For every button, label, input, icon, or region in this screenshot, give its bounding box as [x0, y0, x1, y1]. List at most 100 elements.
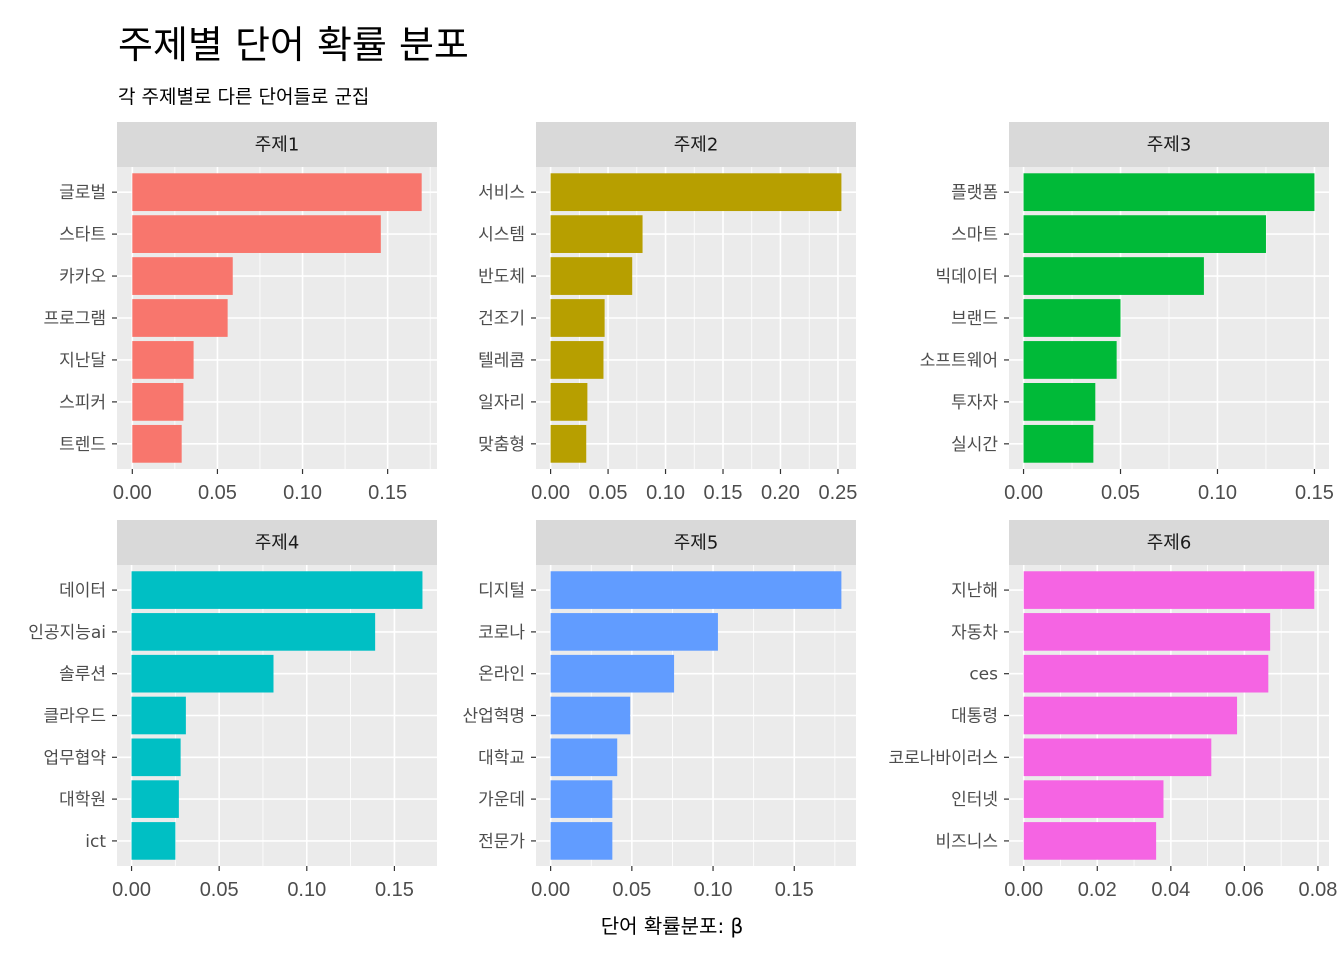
bar — [131, 654, 274, 693]
bar — [550, 822, 613, 860]
x-tick-label: 0.00 — [1004, 879, 1043, 901]
y-tick-label: 트렌드 — [59, 435, 106, 455]
y-tick-label: 소프트웨어 — [920, 351, 998, 371]
facet-strip-label: 주제3 — [1147, 135, 1192, 156]
bar — [550, 738, 618, 777]
facet-strip-label: 주제1 — [255, 135, 300, 156]
y-tick-label: 가운데 — [478, 790, 525, 810]
facet-strip — [1009, 520, 1329, 565]
y-tick-label: 시스템 — [478, 225, 525, 245]
y-tick-label: 코로나바이러스 — [889, 748, 998, 768]
y-tick-label: 플랫폼 — [951, 183, 998, 203]
y-tick-label: 대통령 — [951, 707, 998, 727]
y-tick-label: ces — [969, 665, 998, 685]
x-tick-label: 0.05 — [589, 482, 628, 504]
y-tick-label: 브랜드 — [951, 309, 998, 329]
y-tick-label: 스타트 — [59, 225, 106, 245]
bar — [131, 738, 181, 777]
y-tick-label: 솔루션 — [59, 665, 106, 685]
y-tick-label: 실시간 — [951, 435, 998, 455]
bar — [132, 424, 182, 463]
x-tick-label: 0.05 — [612, 879, 651, 901]
y-tick-label: 지난달 — [59, 351, 106, 371]
x-tick-label: 0.15 — [775, 879, 814, 901]
bar — [1023, 654, 1269, 693]
bar — [132, 257, 233, 295]
y-tick-label: 스피커 — [59, 393, 106, 413]
x-tick-label: 0.00 — [112, 879, 151, 901]
y-tick-label: 산업혁명 — [462, 707, 525, 727]
bar — [132, 299, 228, 337]
facet-strip — [117, 122, 437, 167]
bar — [1023, 341, 1117, 379]
y-tick-label: 스마트 — [951, 225, 998, 245]
x-tick-label: 0.10 — [694, 879, 733, 901]
y-tick-label: 디지털 — [478, 581, 525, 601]
y-tick-label: 빅데이터 — [935, 267, 998, 287]
bar — [550, 215, 643, 253]
x-tick-label: 0.15 — [1295, 482, 1334, 504]
y-tick-label: 반도체 — [478, 267, 525, 287]
y-tick-label: 온라인 — [478, 665, 525, 685]
x-tick-label: 0.25 — [818, 482, 857, 504]
x-tick-label: 0.15 — [368, 482, 407, 504]
y-tick-label: 비즈니스 — [935, 832, 998, 852]
bar — [131, 780, 179, 818]
bar — [550, 780, 613, 818]
x-tick-label: 0.15 — [704, 482, 743, 504]
x-tick-label: 0.10 — [287, 879, 326, 901]
bar — [550, 173, 842, 212]
y-tick-label: 대학원 — [59, 790, 106, 810]
y-tick-label: 건조기 — [478, 309, 525, 329]
bar — [550, 696, 631, 735]
y-tick-label: 인공지능ai — [28, 623, 106, 643]
bar — [132, 383, 184, 421]
x-tick-label: 0.20 — [761, 482, 800, 504]
x-tick-label: 0.10 — [646, 482, 685, 504]
bar — [550, 341, 604, 379]
bar — [550, 424, 587, 463]
y-tick-label: 업무협약 — [43, 748, 106, 768]
bar — [1023, 571, 1315, 609]
x-tick-label: 0.10 — [1198, 482, 1237, 504]
x-axis-label: 단어 확률분포: β — [600, 914, 744, 938]
y-tick-label: 프로그램 — [43, 309, 106, 329]
y-tick-label: 일자리 — [478, 393, 525, 413]
bar — [1023, 215, 1266, 253]
y-tick-label: 자동차 — [951, 623, 998, 643]
bar — [550, 613, 718, 651]
bar — [550, 299, 605, 337]
x-tick-label: 0.00 — [531, 482, 570, 504]
bar — [1023, 738, 1212, 777]
x-tick-label: 0.15 — [375, 879, 414, 901]
y-tick-label: 투자자 — [951, 393, 998, 413]
facet-strip-label: 주제4 — [255, 533, 300, 554]
x-tick-label: 0.06 — [1225, 879, 1264, 901]
bar — [1023, 299, 1121, 337]
x-tick-label: 0.08 — [1298, 879, 1337, 901]
bar — [550, 257, 633, 295]
facet-strip-label: 주제2 — [674, 135, 719, 156]
bar — [1023, 822, 1157, 860]
y-tick-label: 글로벌 — [59, 183, 106, 203]
x-tick-label: 0.02 — [1078, 879, 1117, 901]
bar — [131, 613, 376, 651]
bar — [1023, 424, 1094, 463]
bar — [131, 822, 176, 860]
y-tick-label: 지난해 — [951, 581, 998, 601]
bar — [1023, 257, 1204, 295]
bar — [550, 383, 588, 421]
bar — [132, 173, 422, 212]
facet-strip — [536, 520, 856, 565]
facet-strip-label: 주제6 — [1147, 533, 1192, 554]
y-tick-label: 텔레콤 — [478, 351, 525, 371]
x-tick-label: 0.00 — [113, 482, 152, 504]
bar — [1023, 780, 1164, 818]
x-tick-label: 0.05 — [198, 482, 237, 504]
x-tick-label: 0.00 — [531, 879, 570, 901]
y-tick-label: 카카오 — [59, 267, 106, 287]
bar — [1023, 613, 1271, 651]
bar — [550, 654, 675, 693]
bar — [131, 696, 186, 735]
